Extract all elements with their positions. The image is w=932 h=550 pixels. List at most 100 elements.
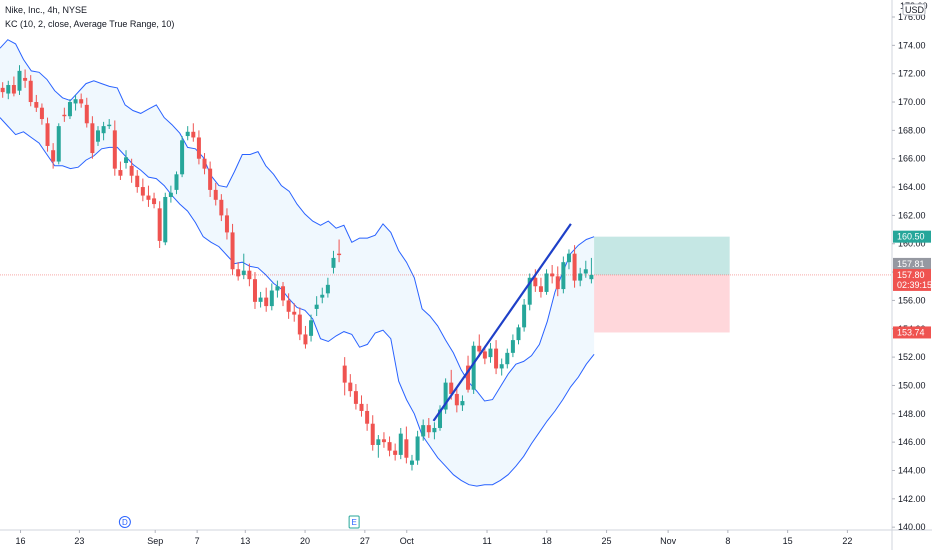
time-tick-label: 23: [74, 536, 84, 546]
keltner-fill: [0, 39, 595, 487]
candle-body: [6, 85, 11, 94]
candle-body: [359, 403, 364, 411]
candle-body: [180, 140, 185, 175]
candle: [359, 395, 364, 417]
candle: [236, 262, 241, 281]
candle-body: [129, 165, 134, 176]
target-zone: [594, 236, 730, 275]
position-zones: [594, 236, 730, 333]
price-tick-label: 172.00: [898, 69, 926, 79]
price-tag-bg: [893, 257, 931, 270]
price-tag-gray: 157.81: [893, 257, 931, 270]
price-tag-stop: 153.74: [893, 326, 931, 339]
price-tick-label: 166.00: [898, 154, 926, 164]
candle: [438, 405, 443, 431]
candle-body: [219, 199, 224, 216]
time-tick-label: Nov: [660, 536, 677, 546]
price-tick-label: 152.00: [898, 352, 926, 362]
candle-body: [578, 273, 583, 281]
candle-body: [107, 124, 112, 127]
candle-body: [527, 277, 532, 305]
candle: [247, 263, 252, 287]
candle-body: [589, 274, 594, 280]
price-tag-bg: [893, 278, 931, 291]
candle: [168, 185, 173, 203]
candle-body: [236, 269, 241, 277]
keltner-channel: [0, 39, 595, 487]
candle-body: [482, 351, 487, 359]
price-tag-timer: 02:39:15: [893, 278, 932, 291]
candle-body: [337, 253, 342, 256]
candle-body: [398, 433, 403, 455]
indicator-legend[interactable]: KC (10, 2, close, Average True Range, 10…: [5, 19, 175, 29]
event-label: E: [351, 518, 356, 527]
candle-body: [331, 257, 336, 268]
candle: [353, 384, 358, 410]
candle-body: [152, 198, 157, 205]
candle: [202, 153, 207, 175]
currency-label[interactable]: USD: [905, 5, 925, 15]
candle-body: [544, 273, 549, 292]
candle-body: [252, 279, 257, 302]
chart-legend: Nike, Inc., 4h, NYSE KC (10, 2, close, A…: [5, 3, 174, 31]
candle-body: [370, 423, 375, 445]
candle: [443, 378, 448, 414]
price-tag-bg: [893, 230, 931, 243]
time-tick-label: 13: [240, 536, 250, 546]
time-tick-label: 20: [300, 536, 310, 546]
candle: [466, 355, 471, 393]
candle-body: [79, 99, 84, 104]
candle: [124, 150, 129, 169]
candle-body: [163, 196, 168, 243]
candle-body: [84, 104, 89, 124]
symbol-legend[interactable]: Nike, Inc., 4h, NYSE: [5, 5, 88, 15]
candle-body: [264, 297, 269, 307]
candle: [499, 358, 504, 376]
candle: [566, 249, 571, 270]
candle-body: [376, 439, 381, 445]
price-tick-label: 176.00: [898, 12, 926, 22]
candle-body: [202, 158, 207, 169]
candle: [578, 267, 583, 287]
price-tag-last: 157.80: [893, 268, 931, 281]
time-tick-label: 27: [360, 536, 370, 546]
candle-body: [303, 334, 308, 345]
candle-body: [174, 174, 179, 190]
candle: [505, 348, 510, 369]
keltner-lower: [0, 117, 595, 487]
candle-body: [443, 382, 448, 410]
candle: [538, 277, 543, 298]
price-tick-label: 160.00: [898, 239, 926, 249]
candle: [230, 223, 235, 275]
candle: [129, 158, 134, 183]
candle-body: [258, 297, 263, 302]
candle: [79, 93, 84, 108]
candle: [544, 269, 549, 295]
candle: [252, 272, 257, 309]
candle-body: [421, 425, 426, 437]
candle: [152, 192, 157, 209]
candle: [157, 201, 162, 248]
price-tag-label: 157.81: [897, 259, 925, 269]
candle-body: [342, 365, 347, 383]
candle-body: [353, 391, 358, 404]
candle: [320, 287, 325, 304]
candle: [370, 415, 375, 451]
candle: [348, 374, 353, 397]
time-tick-label: 22: [842, 536, 852, 546]
price-tick-label: 168.00: [898, 125, 926, 135]
candle: [146, 185, 151, 207]
candle-body: [550, 273, 555, 277]
candle-body: [275, 286, 280, 291]
candle-body: [466, 365, 471, 390]
candle: [488, 342, 493, 363]
candle: [398, 427, 403, 460]
candle-body: [17, 70, 22, 91]
candle: [426, 418, 431, 438]
candle-body: [168, 192, 173, 197]
candle: [583, 260, 588, 278]
event-label: D: [122, 518, 128, 527]
candle-body: [45, 123, 50, 146]
candle-body: [224, 215, 229, 233]
